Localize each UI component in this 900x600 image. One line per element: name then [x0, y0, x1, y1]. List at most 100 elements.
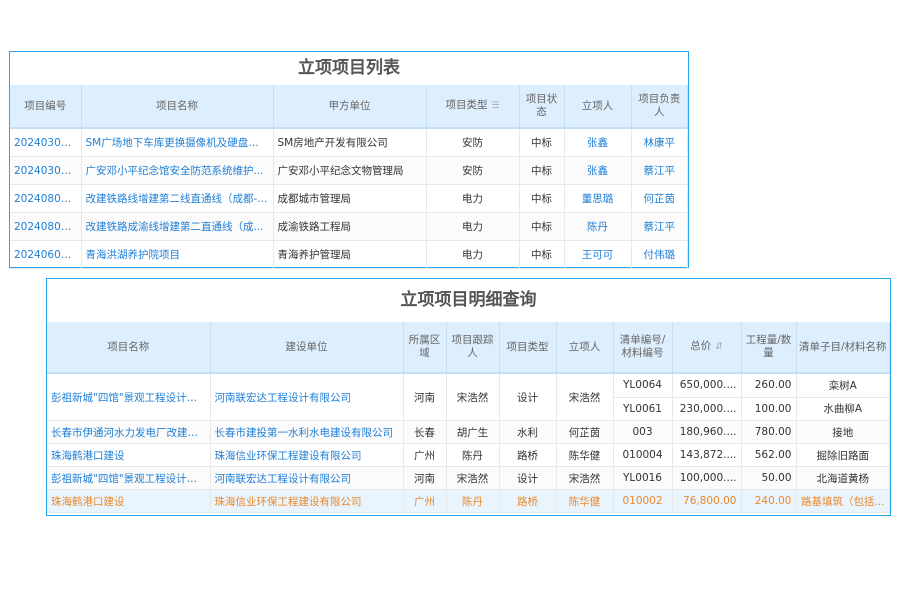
- cell-link[interactable]: 蔡江平: [631, 212, 688, 241]
- column-header: 清单子目/材料名称: [796, 322, 890, 374]
- table-row[interactable]: YL0061 230,000.... 100.00 水曲柳A: [47, 397, 890, 421]
- cell: 中标: [519, 184, 565, 213]
- cell-link[interactable]: 2024060001: [10, 240, 82, 269]
- cell-link[interactable]: 青海洪湖养护院项目: [81, 240, 274, 269]
- cell: 水利: [499, 420, 557, 444]
- cell: 240.00: [741, 489, 797, 513]
- cell: 76,800.00: [672, 489, 742, 513]
- table-row[interactable]: 2024060001 青海洪湖养护院项目 青海养护管理局 电力 中标 王可可 付伟璐: [10, 240, 688, 269]
- column-header: 项目状态: [519, 85, 565, 129]
- cell: 水曲柳A: [796, 397, 890, 421]
- cell: 180,960....: [672, 420, 742, 444]
- column-header-label: 工程量/数量: [745, 334, 792, 359]
- cell: 宋浩然: [446, 373, 500, 421]
- cell-link[interactable]: 珠海信业环保工程建设有限公司: [210, 489, 404, 513]
- cell-link[interactable]: 林康平: [631, 128, 688, 157]
- column-header: 所属区域: [403, 322, 447, 374]
- column-header: 清单编号/材料编号: [613, 322, 673, 374]
- cell-link[interactable]: 2024030002: [10, 128, 82, 157]
- column-header-label: 清单编号/材料编号: [619, 334, 666, 359]
- column-header-label: 项目名称: [156, 99, 198, 112]
- cell: 接地: [796, 420, 890, 444]
- cell: 宋浩然: [556, 373, 614, 421]
- cell: 562.00: [741, 443, 797, 467]
- project-detail-table: 项目名称 建设单位 所属区域 项目跟踪人 项目类型 立项人 清单编号/材料编号 总价 ⇵ 工程量/…: [47, 322, 890, 513]
- table-row[interactable]: 珠海鹤港口建设 珠海信业环保工程建设有限公司 广州 陈丹 路桥 陈华健 010004 143,…: [47, 443, 890, 467]
- column-header: 项目名称: [47, 322, 211, 374]
- table-row[interactable]: 2024080005 改建铁路成渝线增建第二直通线（成... 成渝铁路工程局 电力 中标…: [10, 212, 688, 241]
- cell-link[interactable]: 河南联宏达工程设计有限公司: [210, 466, 404, 490]
- cell: 143,872....: [672, 443, 742, 467]
- cell: 中标: [519, 240, 565, 269]
- cell-link[interactable]: 长春市伊通河水力发电厂改建工程: [47, 420, 211, 444]
- column-header-label: 所属区域: [408, 334, 441, 359]
- column-header[interactable]: 项目类型 ☰: [426, 85, 520, 129]
- cell-link[interactable]: 董思璐: [564, 184, 632, 213]
- column-header: 项目编号: [10, 85, 82, 129]
- column-header: 项目负责人: [631, 85, 688, 129]
- cell-link[interactable]: 彭祖新城"四馆"景观工程设计项目: [47, 466, 211, 490]
- cell: SM房地产开发有限公司: [273, 128, 427, 157]
- cell-link[interactable]: 改建铁路线增建第二线直通线（成都-...: [81, 184, 274, 213]
- column-header-label: 项目类型: [506, 340, 549, 353]
- cell-link[interactable]: 河南联宏达工程设计有限公司: [210, 373, 404, 421]
- cell: 260.00: [741, 373, 797, 398]
- cell: 陈丹: [446, 443, 500, 467]
- cell: 河南: [403, 466, 447, 490]
- cell-link[interactable]: 珠海鹤港口建设: [47, 443, 211, 467]
- column-header: 项目类型: [499, 322, 557, 374]
- table-row[interactable]: 2024030007 广安邓小平纪念馆安全防范系统维护... 广安邓小平纪念文物管理…: [10, 156, 688, 185]
- cell-link[interactable]: 珠海鹤港口建设: [47, 489, 211, 513]
- cell: 宋浩然: [556, 466, 614, 490]
- table-row[interactable]: 2024080006 改建铁路线增建第二线直通线（成都-... 成都城市管理局 电力中…: [10, 184, 688, 213]
- cell-link[interactable]: 广安邓小平纪念馆安全防范系统维护...: [81, 156, 274, 185]
- cell-link[interactable]: 张鑫: [564, 128, 632, 157]
- cell-link[interactable]: 王可可: [564, 240, 632, 269]
- project-detail-panel: 立项项目明细查询 项目名称 建设单位 所属区域 项目跟踪人 项目类型 立项人 清单编号/材料…: [46, 278, 891, 516]
- table-row[interactable]: 2024030002 SM广场地下车库更换摄像机及硬盘项目 SM房地产开发有限公司安…: [10, 128, 688, 157]
- sort-icon[interactable]: ☰: [491, 101, 500, 111]
- cell: 003: [613, 420, 673, 444]
- cell: 100.00: [741, 397, 797, 421]
- cell-link[interactable]: 陈丹: [564, 212, 632, 241]
- column-header-label: 项目名称: [107, 340, 150, 353]
- column-header-label: 项目编号: [24, 99, 67, 112]
- cell-link[interactable]: 改建铁路成渝线增建第二直通线（成...: [81, 212, 274, 241]
- cell: 广州: [403, 443, 447, 467]
- column-header[interactable]: 总价 ⇵: [672, 322, 742, 374]
- column-header-label: 立项人: [581, 99, 614, 112]
- table-row[interactable]: 彭祖新城"四馆"景观工程设计项目 河南联宏达工程设计有限公司 河南 宋浩然 设计 宋浩然 Y…: [47, 466, 890, 490]
- cell-link[interactable]: 长春市建投第一水利水电建设有限公司: [210, 420, 404, 444]
- cell: 陈华健: [556, 489, 614, 513]
- cell-link[interactable]: 蔡江平: [631, 156, 688, 185]
- cell: 河南: [403, 373, 447, 421]
- table-row[interactable]: 长春市伊通河水力发电厂改建工程 长春市建投第一水利水电建设有限公司 长春 胡广生 水利何…: [47, 420, 890, 444]
- cell: 电力: [426, 212, 520, 241]
- table-row[interactable]: 彭祖新城"四馆"景观工程设计项目 河南联宏达工程设计有限公司 河南 宋浩然 设计 宋浩然 Y…: [47, 373, 890, 421]
- column-header-label: 总价: [690, 340, 712, 352]
- cell-link[interactable]: SM广场地下车库更换摄像机及硬盘项目: [81, 128, 274, 157]
- cell: 中标: [519, 212, 565, 241]
- table-row[interactable]: 珠海鹤港口建设 珠海信业环保工程建设有限公司 广州 陈丹 路桥 陈华健 010002 76,8…: [47, 489, 890, 513]
- column-header-label: 项目跟踪人: [451, 334, 494, 359]
- cell-link[interactable]: 2024030007: [10, 156, 82, 185]
- cell-link[interactable]: 张鑫: [564, 156, 632, 185]
- cell: 安防: [426, 128, 520, 157]
- cell: 陈华健: [556, 443, 614, 467]
- project-detail-title: 立项项目明细查询: [400, 290, 537, 310]
- cell-link[interactable]: 珠海信业环保工程建设有限公司: [210, 443, 404, 467]
- cell-link[interactable]: 2024080005: [10, 212, 82, 241]
- column-header-label: 项目负责人: [638, 93, 681, 118]
- cell-link[interactable]: 2024080006: [10, 184, 82, 213]
- cell: 230,000....: [672, 397, 742, 421]
- cell-link[interactable]: 付伟璐: [631, 240, 688, 269]
- column-header-label: 项目类型: [445, 99, 488, 111]
- cell: 中标: [519, 156, 565, 185]
- cell-link[interactable]: 彭祖新城"四馆"景观工程设计项目: [47, 373, 211, 421]
- sort-icon[interactable]: ⇵: [715, 342, 723, 352]
- cell-link[interactable]: 何芷茵: [631, 184, 688, 213]
- project-list-panel: 立项项目列表 项目编号 项目名称 甲方单位 项目类型 ☰ 项目状态 立项人 项目负责人 2024…: [9, 51, 689, 269]
- cell: 010004: [613, 443, 673, 467]
- cell: 何芷茵: [556, 420, 614, 444]
- column-header: 立项人: [564, 85, 632, 129]
